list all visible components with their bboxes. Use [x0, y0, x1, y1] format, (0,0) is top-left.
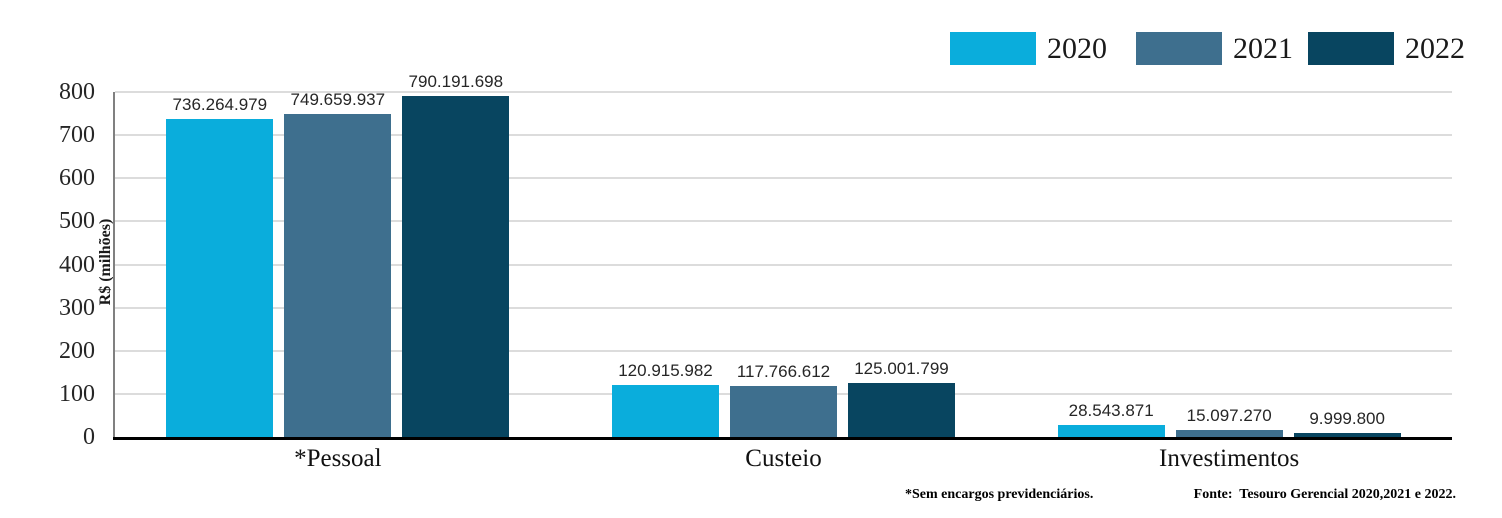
category-label-investimentos: Investimentos: [1159, 445, 1300, 472]
bar-value-2021-investimentos: 15.097.270: [1186, 406, 1272, 426]
legend-swatch-2021: [1136, 32, 1222, 65]
gridline-600: [115, 177, 1452, 180]
bar-2020-pessoal: [166, 119, 274, 437]
legend-entry-2020: 2020: [950, 32, 1107, 65]
legend-label-2022: 2022: [1405, 32, 1465, 65]
gridline-300: [115, 306, 1452, 309]
y-tick-label-400: 400: [59, 251, 95, 278]
legend-swatch-2020: [950, 32, 1036, 65]
legend-entry-2022: 2022: [1308, 32, 1465, 65]
y-axis-line: [113, 92, 115, 437]
y-tick-label-600: 600: [59, 165, 95, 192]
bar-2020-investimentos: [1057, 424, 1165, 437]
y-tick-label-500: 500: [59, 208, 95, 235]
legend-label-2021: 2021: [1233, 32, 1293, 65]
legend-entry-2021: 2021: [1136, 32, 1293, 65]
gridline-700: [115, 134, 1452, 137]
gridline-200: [115, 349, 1452, 352]
bar-2021-investimentos: [1175, 430, 1283, 437]
footnote-source: Fonte: Tesouro Gerencial 2020,2021 e 202…: [1193, 487, 1456, 502]
bar-2020-custeio: [612, 384, 719, 437]
legend-label-2020: 2020: [1047, 32, 1107, 65]
y-tick-label-700: 700: [59, 122, 95, 149]
gridline-400: [115, 263, 1452, 266]
y-tick-label-300: 300: [59, 294, 95, 321]
footnote-note: *Sem encargos previdenciários.: [905, 487, 1094, 502]
bar-value-2021-pessoal: 749.659.937: [290, 89, 386, 109]
bar-2022-investimentos: [1293, 432, 1401, 437]
y-tick-label-100: 100: [59, 380, 95, 407]
bar-value-2022-custeio: 125.001.799: [854, 359, 949, 379]
gridline-500: [115, 220, 1452, 223]
y-tick-label-200: 200: [59, 337, 95, 364]
y-tick-label-800: 800: [59, 79, 95, 105]
y-tick-label-0: 0: [83, 424, 95, 450]
gridline-800: [115, 91, 1452, 93]
bar-2021-pessoal: [284, 113, 392, 437]
bar-value-2021-custeio: 117.766.612: [736, 362, 831, 382]
bar-2022-pessoal: [402, 96, 510, 437]
category-label-pessoal: *Pessoal: [294, 445, 382, 472]
bar-value-2020-investimentos: 28.543.871: [1068, 400, 1154, 420]
bar-value-2020-pessoal: 736.264.979: [172, 95, 268, 115]
bar-2021-custeio: [730, 386, 837, 437]
legend-swatch-2022: [1308, 32, 1394, 65]
bar-value-2022-investimentos: 9.999.800: [1309, 408, 1385, 428]
category-label-custeio: Custeio: [745, 445, 822, 472]
bar-value-2022-pessoal: 790.191.698: [408, 72, 504, 92]
bar-value-2020-custeio: 120.915.982: [618, 360, 713, 380]
x-axis-line: [113, 437, 1452, 440]
bar-2022-custeio: [848, 383, 955, 437]
